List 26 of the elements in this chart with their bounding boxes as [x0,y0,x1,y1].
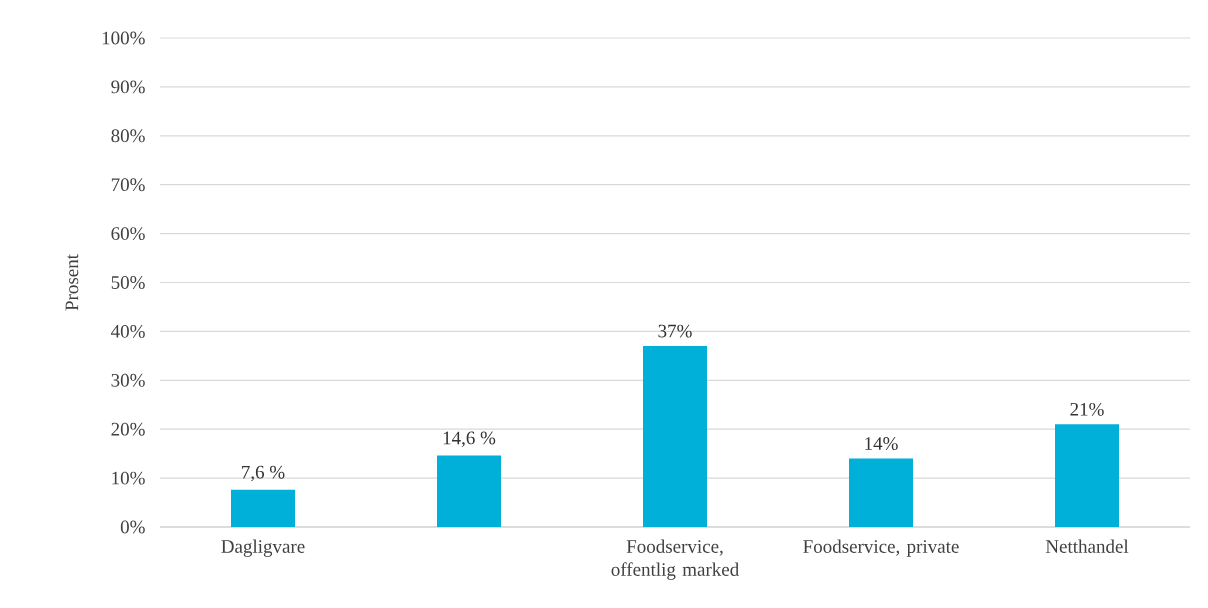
y-tick-label: 100% [102,31,145,45]
y-tick-label: 20% [111,422,145,436]
y-tick-label: 10% [112,471,145,485]
data-label: 7,6 % [242,465,285,482]
x-tick-label: Netthandel [1045,539,1129,553]
y-tick-label: 70% [111,178,145,192]
data-label: 21% [1070,402,1104,416]
y-tick-label: 80% [111,129,145,143]
x-tick-label: Foodservice, offentlig marked [611,539,739,580]
y-tick-label: 40% [111,324,145,338]
y-tick-label: 90% [111,80,145,94]
bar [1055,424,1120,527]
x-tick-label: Dagligvare [221,539,305,557]
y-axis-title: Prosent [65,254,79,311]
y-tick-label: 0% [120,520,145,534]
data-label: 14% [865,437,898,451]
bar [231,489,295,527]
y-tick-label: 30% [111,373,145,387]
data-label: 14,6 % [443,431,496,448]
y-tick-label: 50% [111,276,145,289]
bar [437,455,501,527]
bar [643,346,708,527]
bar [849,458,914,527]
x-tick-label: Foodservice, private [803,539,959,557]
data-label: 37% [658,324,692,338]
y-tick-label: 60% [111,227,145,241]
